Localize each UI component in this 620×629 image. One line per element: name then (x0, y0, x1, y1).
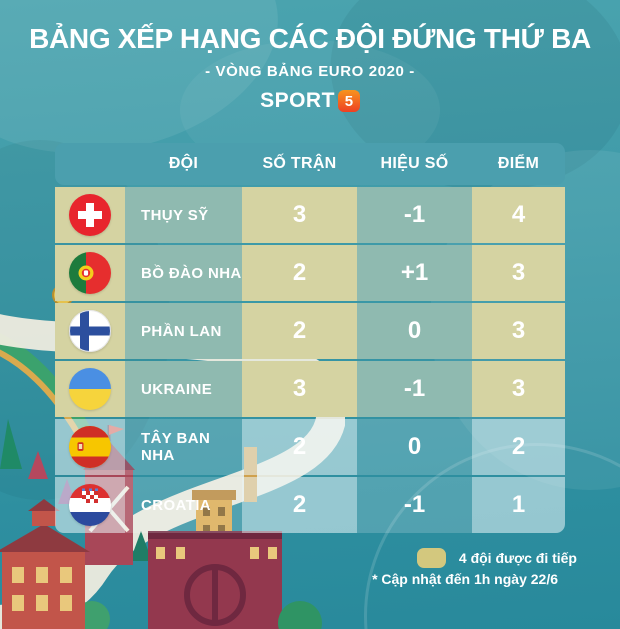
table-row: THỤY SỸ 3 -1 4 (55, 187, 565, 243)
table-header-row: ĐỘI SỐ TRẬN HIỆU SỐ ĐIỂM (55, 143, 565, 185)
legend-swatch (416, 548, 446, 568)
points-value: 4 (472, 187, 565, 243)
croatia-flag-icon (55, 477, 125, 533)
update-footnote: * Cập nhật đến 1h ngày 22/6 (372, 571, 558, 587)
legend-label: 4 đội được đi tiếp (458, 550, 577, 566)
points-value: 3 (472, 361, 565, 417)
masthead: BẢNG XẾP HẠNG CÁC ĐỘI ĐỨNG THỨ BA - VÒNG… (0, 0, 620, 113)
team-name: UKRAINE (125, 361, 242, 417)
goal-diff-value: -1 (357, 477, 472, 533)
table-row: PHẦN LAN 2 0 3 (55, 303, 565, 359)
portugal-flag-icon (55, 245, 125, 301)
standings-rows: THỤY SỸ 3 -1 4 BỒ ĐÀO NHA 2 +1 3 PHẦN LAN 2 0 3 UKRA… (55, 187, 565, 533)
goal-diff-value: -1 (357, 187, 472, 243)
team-name: PHẦN LAN (125, 303, 242, 359)
matches-value: 2 (242, 303, 357, 359)
table-row: UKRAINE 3 -1 3 (55, 361, 565, 417)
switzerland-flag-icon (55, 187, 125, 243)
spain-flag-icon (55, 419, 125, 475)
page-title: BẢNG XẾP HẠNG CÁC ĐỘI ĐỨNG THỨ BA (29, 23, 591, 54)
matches-value: 2 (242, 245, 357, 301)
table-row: TÂY BAN NHA 2 0 2 (55, 419, 565, 475)
goal-diff-value: -1 (357, 361, 472, 417)
team-name: THỤY SỸ (125, 187, 242, 243)
points-value: 3 (472, 245, 565, 301)
column-header-matches: SỐ TRẬN (262, 155, 337, 172)
points-value: 3 (472, 303, 565, 359)
matches-value: 2 (242, 419, 357, 475)
page-subtitle: - VÒNG BẢNG EURO 2020 - (205, 63, 415, 80)
column-header-team: ĐỘI (168, 155, 199, 172)
points-value: 1 (472, 477, 565, 533)
sport5-logo: SPORT 5 (0, 89, 620, 113)
matches-value: 2 (242, 477, 357, 533)
team-name: TÂY BAN NHA (125, 419, 242, 475)
sport5-logo-text: SPORT (260, 89, 335, 112)
team-name: BỒ ĐÀO NHA (125, 245, 242, 301)
qualification-legend: 4 đội được đi tiếp (416, 548, 577, 568)
column-header-points: ĐIỂM (497, 155, 540, 172)
ukraine-flag-icon (55, 361, 125, 417)
table-row: BỒ ĐÀO NHA 2 +1 3 (55, 245, 565, 301)
team-name: CROATIA (125, 477, 242, 533)
goal-diff-value: 0 (357, 303, 472, 359)
points-value: 2 (472, 419, 565, 475)
standings-table: ĐỘI SỐ TRẬN HIỆU SỐ ĐIỂM THỤY SỸ 3 -1 4 BỒ Đ… (55, 143, 565, 535)
goal-diff-value: +1 (357, 245, 472, 301)
matches-value: 3 (242, 361, 357, 417)
column-header-goal-diff: HIỆU SỐ (380, 155, 449, 172)
matches-value: 3 (242, 187, 357, 243)
goal-diff-value: 0 (357, 419, 472, 475)
sport5-logo-badge: 5 (337, 90, 360, 112)
table-row: CROATIA 2 -1 1 (55, 477, 565, 533)
finland-flag-icon (55, 303, 125, 359)
